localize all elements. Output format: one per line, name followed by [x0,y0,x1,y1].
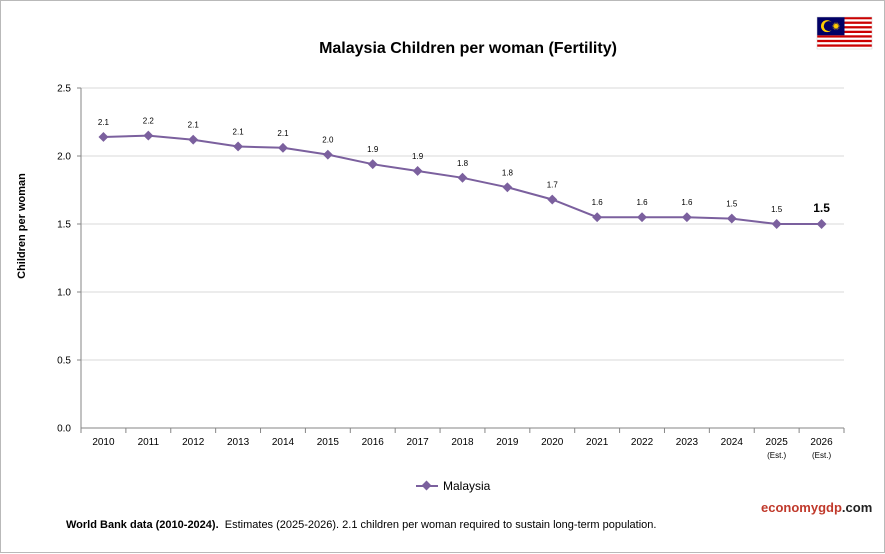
legend-marker [421,480,432,491]
data-point [412,166,423,176]
brand-logo: economygdp.com [761,500,872,515]
data-point [816,219,827,229]
x-tick-sublabel: (Est.) [767,451,786,460]
data-label: 1.5 [813,201,830,215]
data-point [322,149,333,160]
y-tick-labels: 0.0 0.5 1.0 1.5 2.0 2.5 [57,84,71,435]
flag-stripe [817,44,872,47]
x-tick-labels: 2010 2011 2012 2013 2014 2015 2016 2017 2018 2019… [92,437,833,460]
data-point [367,159,378,170]
footer-source: World Bank data (2010-2024). [66,519,219,531]
data-label: 2.2 [143,117,155,126]
x-tick-label: 2013 [227,437,250,448]
y-tick-label: 1.0 [57,288,71,299]
data-point [278,142,288,153]
data-label: 1.7 [547,181,559,190]
x-tick-label: 2019 [496,437,519,448]
data-point [143,130,154,141]
gridlines [81,87,844,361]
data-label: 1.8 [457,159,469,168]
axes [77,87,845,433]
data-label: 2.1 [277,129,289,138]
data-point [98,132,109,142]
legend: Malaysia [416,479,491,493]
y-tick-label: 2.0 [57,152,71,163]
brand-part-3: .com [841,500,873,515]
data-label: 1.9 [367,145,379,154]
data-label: 1.5 [771,205,783,214]
brand-part-1: economy [761,500,819,515]
data-label: 2.0 [322,136,334,145]
data-labels: 2.1 2.2 2.1 2.1 2.1 2.0 1.9 1.9 1.8 1.8 1.7 1.6 1.6 1… [98,117,830,215]
data-label: 2.1 [233,127,245,136]
x-tick-label: 2020 [541,437,564,448]
data-point [547,194,558,205]
x-tick-label: 2014 [272,437,295,448]
flag-border [816,16,873,50]
data-point [188,134,199,145]
series-malaysia [98,130,827,229]
data-label: 1.9 [412,152,424,161]
flag-crescent-inner [823,21,834,32]
data-label: 1.5 [726,200,738,209]
chart-footer: World Bank data (2010-2024). Estimates (… [66,519,656,531]
y-tick-label: 0.0 [57,424,71,435]
x-tick-label: 2022 [631,437,654,448]
data-point [592,212,603,223]
x-tick-label: 2010 [92,437,115,448]
data-label: 1.6 [681,198,693,207]
flag-stripe [817,35,872,38]
flag-stripe [817,39,872,43]
x-tick-label: 2017 [406,437,429,448]
data-point [502,182,513,193]
data-point [771,219,782,229]
x-tick-label: 2012 [182,437,205,448]
y-tick-label: 2.5 [57,84,71,95]
y-tick-label: 0.5 [57,356,71,367]
data-point [457,172,468,183]
data-label: 1.8 [502,168,514,177]
data-label: 1.6 [592,198,604,207]
footer-note: Estimates (2025-2026). 2.1 children per … [224,519,657,531]
chart-title: Malaysia Children per woman (Fertility) [319,40,617,57]
x-tick-label: 2021 [586,437,609,448]
malaysia-flag-icon [816,16,873,50]
legend-label-malaysia: Malaysia [443,479,491,493]
brand-part-2: gdp [818,500,842,515]
x-tick-label: 2025 [766,437,789,448]
y-tick-label: 1.5 [57,220,71,231]
data-label: 2.1 [98,118,110,127]
x-tick-label: 2018 [451,437,474,448]
x-tick-label: 2023 [676,437,699,448]
x-tick-sublabel: (Est.) [812,451,831,460]
x-tick-label: 2016 [362,437,385,448]
x-tick-label: 2015 [317,437,340,448]
x-tick-label: 2026 [810,437,833,448]
data-point [637,212,647,223]
flag-star [831,21,841,31]
data-label: 1.6 [636,198,648,207]
data-point [681,212,692,223]
x-tick-label: 2011 [138,437,160,448]
data-point [726,213,737,224]
y-axis-label: Children per woman [16,173,28,279]
x-tick-label: 2024 [721,437,744,448]
data-point [233,141,244,152]
data-label: 2.1 [188,121,200,130]
